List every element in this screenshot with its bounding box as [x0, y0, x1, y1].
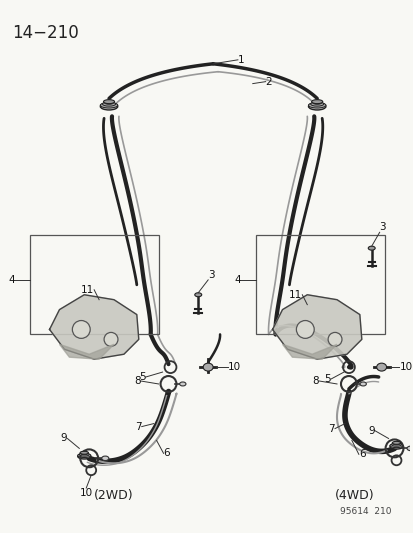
- Text: 4: 4: [8, 275, 15, 285]
- Text: 3: 3: [208, 270, 214, 280]
- Text: 8: 8: [134, 376, 140, 386]
- Bar: [255, 235, 384, 334]
- Ellipse shape: [392, 441, 400, 445]
- Ellipse shape: [406, 446, 413, 450]
- Ellipse shape: [392, 443, 399, 445]
- Ellipse shape: [311, 100, 322, 103]
- Circle shape: [296, 320, 313, 338]
- Ellipse shape: [102, 102, 115, 106]
- Text: 8: 8: [312, 376, 318, 386]
- Text: 2: 2: [265, 77, 272, 87]
- Ellipse shape: [359, 382, 366, 386]
- Text: 7: 7: [328, 424, 334, 433]
- Circle shape: [104, 333, 118, 346]
- Text: 6: 6: [163, 448, 170, 458]
- Ellipse shape: [308, 103, 325, 110]
- Ellipse shape: [102, 456, 109, 461]
- Text: 9: 9: [61, 433, 67, 443]
- Ellipse shape: [79, 453, 89, 456]
- Text: 9: 9: [367, 425, 374, 435]
- Circle shape: [328, 333, 341, 346]
- Ellipse shape: [310, 102, 323, 106]
- Ellipse shape: [389, 444, 402, 449]
- Ellipse shape: [100, 103, 117, 110]
- Text: 11: 11: [81, 285, 94, 295]
- Text: 5: 5: [139, 372, 145, 382]
- Ellipse shape: [103, 100, 114, 103]
- Circle shape: [72, 320, 90, 338]
- Ellipse shape: [391, 443, 401, 446]
- Ellipse shape: [203, 363, 213, 371]
- Text: 6: 6: [358, 449, 365, 459]
- Text: 10: 10: [79, 488, 93, 498]
- Text: 11: 11: [288, 290, 301, 300]
- Ellipse shape: [312, 101, 321, 104]
- Ellipse shape: [367, 246, 374, 250]
- Ellipse shape: [78, 454, 90, 459]
- Polygon shape: [282, 344, 336, 359]
- Text: 10: 10: [399, 362, 412, 372]
- Ellipse shape: [104, 101, 113, 104]
- Ellipse shape: [100, 102, 117, 108]
- Text: 7: 7: [135, 422, 141, 432]
- Text: 95614  210: 95614 210: [339, 507, 391, 516]
- Ellipse shape: [308, 102, 325, 108]
- Text: 10: 10: [228, 362, 240, 372]
- Ellipse shape: [376, 363, 386, 371]
- Polygon shape: [59, 344, 114, 359]
- Text: 1: 1: [237, 55, 244, 65]
- Text: (2WD): (2WD): [94, 489, 133, 503]
- Text: 3: 3: [379, 222, 385, 232]
- Text: 5: 5: [324, 374, 330, 384]
- Polygon shape: [272, 295, 361, 359]
- Ellipse shape: [179, 382, 185, 386]
- Ellipse shape: [194, 293, 201, 297]
- Text: 14−210: 14−210: [12, 24, 78, 42]
- Bar: [30, 235, 158, 334]
- Ellipse shape: [80, 451, 88, 454]
- Polygon shape: [50, 295, 138, 359]
- Text: 4: 4: [234, 275, 240, 285]
- Ellipse shape: [78, 454, 90, 457]
- Ellipse shape: [81, 453, 87, 455]
- Text: (4WD): (4WD): [334, 489, 374, 503]
- Ellipse shape: [389, 443, 402, 448]
